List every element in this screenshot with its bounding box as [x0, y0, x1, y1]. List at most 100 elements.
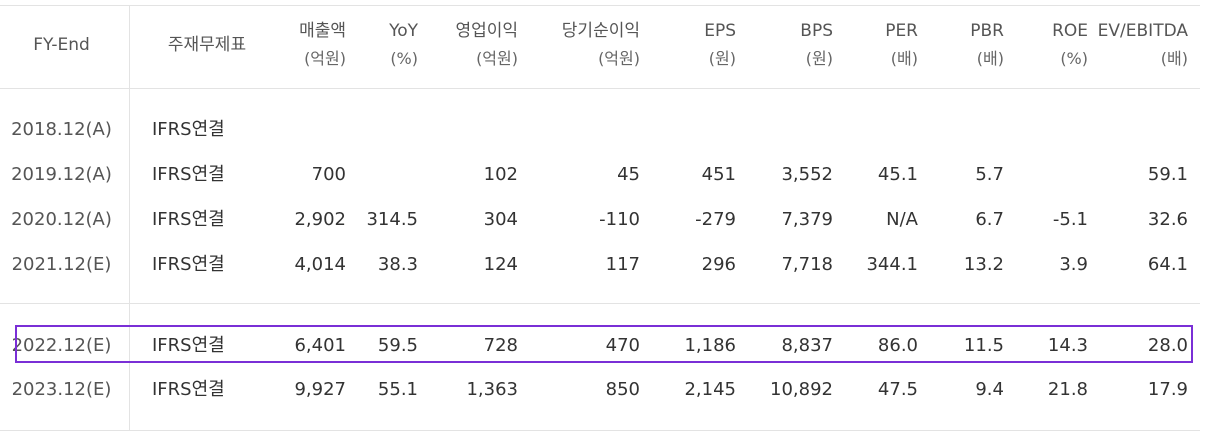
- cell-roe: 3.9: [1059, 254, 1088, 275]
- column-header-roe: ROE (%): [1004, 18, 1088, 78]
- column-header-pbr: PBR (배): [918, 18, 1004, 78]
- column-header-label: EV/EBITDA: [1097, 21, 1188, 41]
- column-header-label: PBR: [970, 21, 1004, 41]
- cell-sales: 9,927: [294, 379, 346, 400]
- column-header-label: YoY: [389, 21, 418, 41]
- cell-roe: 14.3: [1047, 335, 1088, 356]
- cell-per: 86.0: [877, 335, 918, 356]
- cell-op: 1,363: [466, 379, 518, 400]
- cell-pbr: 9.4: [975, 379, 1004, 400]
- cell-ev: 17.9: [1147, 379, 1188, 400]
- column-header-label: EPS: [704, 21, 736, 41]
- header-divider: [0, 88, 1200, 89]
- cell-yoy: 38.3: [377, 254, 418, 275]
- body-column-divider: [129, 88, 130, 430]
- column-header-unit: (배): [976, 49, 1004, 68]
- cell-per: 45.1: [877, 164, 918, 185]
- cell-fy: 2019.12(A): [11, 164, 112, 185]
- cell-pbr: 5.7: [975, 164, 1004, 185]
- cell-std: IFRS연결: [152, 335, 225, 356]
- cell-fy: 2023.12(E): [11, 379, 112, 400]
- column-header-std: 주재무제표: [152, 32, 262, 92]
- cell-yoy: 59.5: [377, 335, 418, 356]
- column-header-net: 당기순이익 (억원): [518, 18, 640, 78]
- cell-fy: 2018.12(A): [11, 119, 112, 140]
- cell-net: 117: [605, 254, 640, 275]
- table-row: 2021.12(E) IFRS연결 4,014 38.3 124 117 296 7,718 3…: [0, 247, 1200, 283]
- header-column-divider: [129, 5, 130, 89]
- column-header-unit: (배): [1160, 49, 1188, 68]
- cell-ev: 28.0: [1147, 335, 1188, 356]
- cell-per: N/A: [886, 209, 918, 230]
- column-header-op: 영업이익 (억원): [418, 18, 518, 78]
- table-top-border: [0, 5, 1200, 6]
- cell-std: IFRS연결: [152, 379, 225, 400]
- column-header-unit: (억원): [304, 49, 346, 68]
- cell-fy: 2021.12(E): [11, 254, 112, 275]
- cell-eps: 2,145: [684, 379, 736, 400]
- cell-eps: -279: [695, 209, 736, 230]
- cell-op: 304: [483, 209, 518, 230]
- column-header-unit: (원): [708, 49, 736, 68]
- column-header-unit: (%): [1060, 49, 1088, 68]
- cell-bps: 7,379: [781, 209, 833, 230]
- cell-op: 728: [483, 335, 518, 356]
- column-header-label: BPS: [800, 21, 833, 41]
- column-header-label: 영업이익: [455, 21, 518, 41]
- column-header-unit: (%): [390, 49, 418, 68]
- table-row: 2019.12(A) IFRS연결 700 102 45 451 3,552 45.1 5.7 5…: [0, 157, 1200, 193]
- table-bottom-border: [0, 430, 1200, 431]
- cell-bps: 8,837: [781, 335, 833, 356]
- cell-fy: 2020.12(A): [11, 209, 112, 230]
- column-header-sales: 매출액 (억원): [262, 18, 346, 78]
- cell-eps: 296: [701, 254, 736, 275]
- cell-eps: 451: [701, 164, 736, 185]
- cell-std: IFRS연결: [152, 254, 225, 275]
- cell-eps: 1,186: [684, 335, 736, 356]
- cell-roe: -5.1: [1052, 209, 1088, 230]
- cell-net: 850: [605, 379, 640, 400]
- cell-std: IFRS연결: [152, 119, 225, 140]
- cell-ev: 64.1: [1147, 254, 1188, 275]
- cell-fy: 2022.12(E): [11, 335, 112, 356]
- cell-op: 124: [483, 254, 518, 275]
- cell-bps: 3,552: [781, 164, 833, 185]
- cell-yoy: 55.1: [377, 379, 418, 400]
- column-header-eps: EPS (원): [640, 18, 736, 78]
- cell-pbr: 6.7: [975, 209, 1004, 230]
- cell-sales: 6,401: [294, 335, 346, 356]
- table-row-highlighted: 2022.12(E) IFRS연결 6,401 59.5 728 470 1,186 8,83…: [0, 328, 1200, 364]
- cell-op: 102: [483, 164, 518, 185]
- cell-roe: 21.8: [1047, 379, 1088, 400]
- column-header-label: 매출액: [299, 21, 346, 41]
- column-header-label: ROE: [1052, 21, 1088, 41]
- cell-per: 47.5: [877, 379, 918, 400]
- cell-yoy: 314.5: [366, 209, 418, 230]
- cell-net: -110: [599, 209, 640, 230]
- column-header-ev: EV/EBITDA (배): [1088, 18, 1188, 78]
- column-header-label: 당기순이익: [561, 21, 640, 41]
- column-header-unit: (원): [805, 49, 833, 68]
- section-divider: [0, 303, 1200, 304]
- column-header-fy: FY-End: [0, 32, 123, 92]
- column-header-unit: (배): [890, 49, 918, 68]
- column-header-label: 주재무제표: [167, 35, 247, 55]
- cell-bps: 7,718: [781, 254, 833, 275]
- column-header-per: PER (배): [833, 18, 918, 78]
- column-header-yoy: YoY (%): [346, 18, 418, 78]
- column-header-unit: (억원): [476, 49, 518, 68]
- cell-net: 470: [605, 335, 640, 356]
- cell-ev: 59.1: [1147, 164, 1188, 185]
- cell-std: IFRS연결: [152, 209, 225, 230]
- cell-pbr: 11.5: [963, 335, 1004, 356]
- cell-ev: 32.6: [1147, 209, 1188, 230]
- column-header-bps: BPS (원): [736, 18, 833, 78]
- cell-sales: 2,902: [294, 209, 346, 230]
- cell-std: IFRS연결: [152, 164, 225, 185]
- column-header-label: FY-End: [33, 35, 90, 55]
- column-header-unit: (억원): [598, 49, 640, 68]
- table-row: 2018.12(A) IFRS연결: [0, 112, 1200, 148]
- cell-per: 344.1: [866, 254, 918, 275]
- cell-net: 45: [617, 164, 640, 185]
